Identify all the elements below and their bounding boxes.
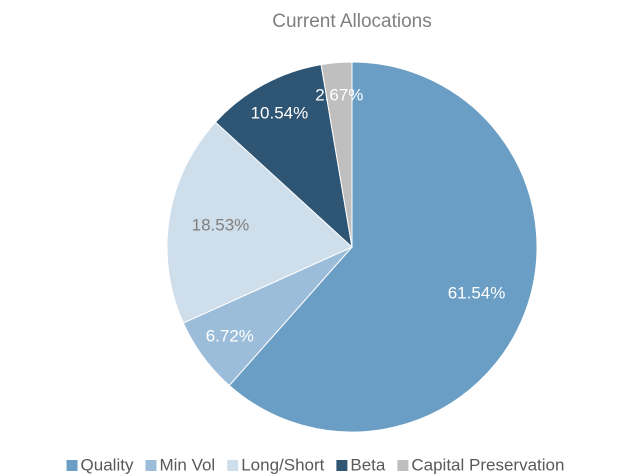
data-label: 18.53% (192, 215, 250, 234)
pie-slice (166, 121, 353, 324)
pie-slice (228, 61, 538, 433)
legend-label: Capital Preservation (411, 455, 564, 474)
legend-label: Beta (350, 455, 386, 474)
data-label: 2.67% (315, 85, 363, 104)
pie-slice (214, 64, 353, 249)
chart-title: Current Allocations (272, 11, 431, 32)
legend-swatch (336, 460, 348, 471)
legend-swatch (66, 460, 78, 471)
legend-label: Quality (81, 455, 134, 474)
legend-swatch (145, 460, 157, 471)
legend: Quality Min Vol Long/Short Beta Capital Pres… (66, 455, 564, 474)
data-label: 6.72% (206, 326, 254, 345)
legend-swatch (397, 460, 409, 471)
data-label: 10.54% (251, 103, 309, 122)
legend-label: Long/Short (241, 455, 324, 474)
data-label: 61.54% (448, 284, 506, 303)
legend-swatch (227, 460, 239, 471)
legend-label: Min Vol (159, 455, 215, 474)
pie-slice (320, 61, 353, 248)
